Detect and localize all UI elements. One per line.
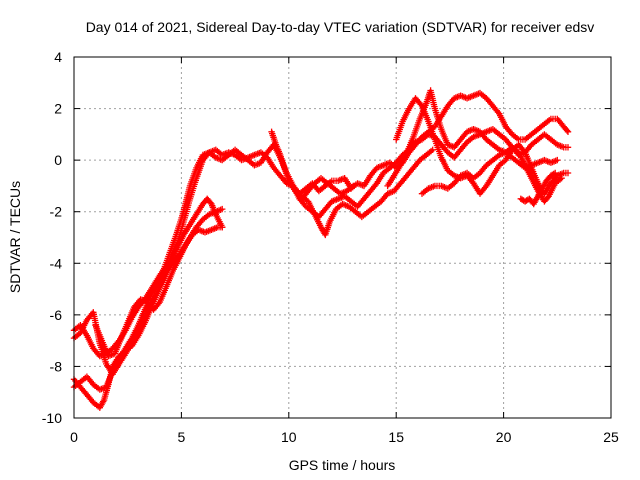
- series-track-8: [418, 144, 565, 205]
- series-track-5: [92, 224, 226, 360]
- data-point-markers: [70, 126, 572, 378]
- data-point-markers: [92, 224, 226, 360]
- chart-title: Day 014 of 2021, Sidereal Day-to-day VTE…: [86, 19, 595, 35]
- x-tick-label: 20: [496, 429, 512, 445]
- tick-layer: 0 5 10 15 20 25 -10 -8 -6 -4 -2 0 2 4: [42, 49, 619, 445]
- x-tick-label: 10: [281, 429, 297, 445]
- x-tick-label: 5: [178, 429, 186, 445]
- data-point-markers: [70, 195, 226, 393]
- y-axis-title: SDTVAR / TECUs: [7, 181, 23, 293]
- y-tick-label: 0: [54, 152, 62, 168]
- x-axis-title: GPS time / hours: [289, 457, 396, 473]
- x-tick-label: 25: [603, 429, 619, 445]
- plot-frame: [73, 56, 612, 419]
- y-tick-label: -2: [50, 204, 63, 220]
- series-track-2: [70, 126, 572, 378]
- series-track-11: [268, 128, 357, 202]
- y-tick-label: -10: [42, 410, 62, 426]
- y-tick-label: 4: [54, 49, 62, 65]
- grid-layer: [74, 57, 611, 418]
- data-layer: [70, 87, 572, 411]
- y-tick-label: -4: [50, 255, 63, 271]
- y-tick-label: -8: [50, 358, 63, 374]
- x-tick-label: 0: [70, 429, 78, 445]
- x-tick-label: 15: [388, 429, 404, 445]
- series-track-4: [70, 195, 226, 393]
- y-tick-label: -6: [50, 307, 63, 323]
- data-point-markers: [517, 169, 559, 208]
- data-point-markers: [268, 128, 357, 202]
- y-tick-label: 2: [54, 101, 62, 117]
- series-track-9: [517, 169, 559, 208]
- data-point-markers: [418, 144, 565, 205]
